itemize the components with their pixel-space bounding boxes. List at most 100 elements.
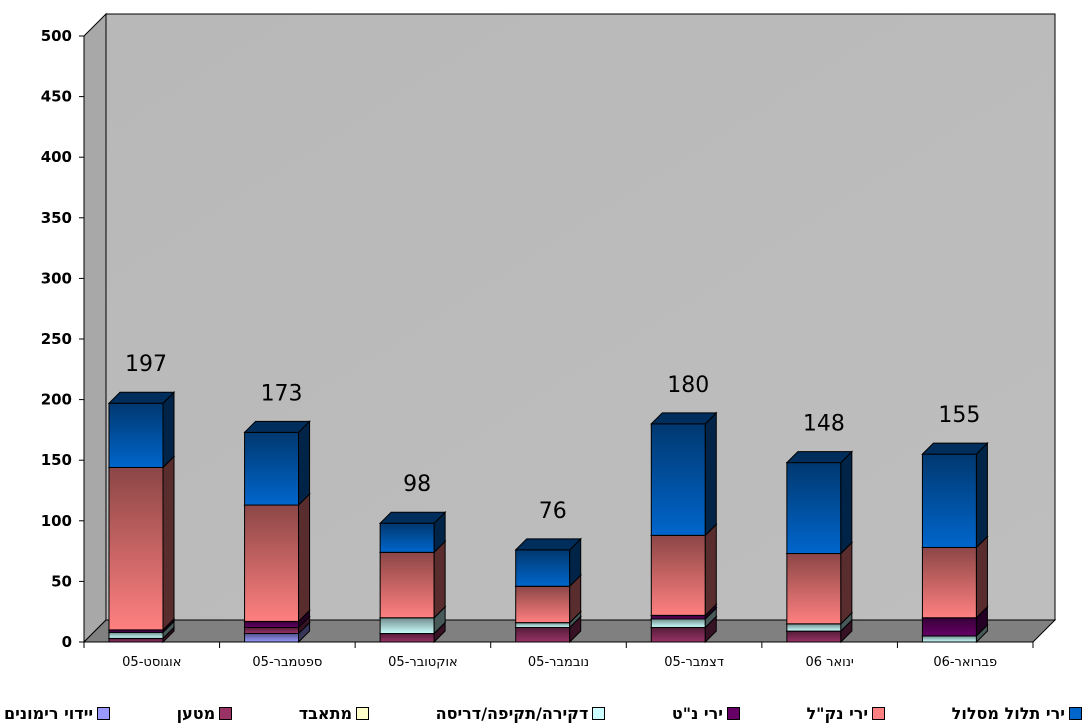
x-tick-label: ינואר 06 — [805, 655, 853, 670]
label-layer: 197 אוגוסט-05 173 ספטמבר-05 98 אוקטובר-05 76 נו… — [122, 352, 997, 670]
bar-segment-top — [514, 538, 582, 551]
side-wall — [83, 12, 107, 644]
bar-segment-front — [108, 637, 164, 643]
bar-segment-front — [786, 623, 842, 632]
legend-swatch — [872, 706, 886, 720]
bar-segment-front — [650, 618, 706, 628]
bar-segment-front — [379, 617, 435, 635]
y-tick-label: 400 — [41, 148, 72, 166]
bar-segment-side — [704, 411, 717, 537]
y-tick-label: 50 — [51, 572, 72, 590]
legend-item: ירי תלול מסלול — [952, 704, 1082, 723]
bar-segment-front — [515, 622, 571, 628]
axis-layer: 0 50 100 150 200 250 300 350 400 450 500 — [41, 27, 1034, 651]
bar-segment — [921, 441, 989, 549]
bar-segment-front — [108, 466, 164, 631]
x-tick-label: פברואר-06 — [933, 655, 997, 670]
bar-segment-front — [515, 585, 571, 624]
bar-segment-front — [108, 402, 164, 468]
x-tick-label: דצמבר-05 — [664, 655, 724, 670]
bar-total-label: 76 — [539, 499, 567, 524]
bar-segment-front — [379, 522, 435, 553]
bar-segment-side — [298, 492, 311, 623]
legend-item: דקירה/תקיפה/דריסה — [436, 704, 606, 723]
legend-item: ירי נ"ט — [672, 704, 740, 723]
bar-segment-side — [704, 523, 717, 617]
legend-label: מתאבד — [298, 703, 353, 723]
bar-segment-side — [433, 540, 446, 619]
bar-segment-front — [379, 633, 435, 643]
legend-swatch — [97, 706, 111, 720]
bar-segment-side — [975, 535, 988, 619]
x-tick-label: אוקטובר-05 — [388, 655, 458, 670]
bar-segment-side — [840, 450, 853, 555]
legend-label: דקירה/תקיפה/דריסה — [435, 703, 589, 723]
y-tick-label: 100 — [41, 512, 72, 530]
bar-segment — [243, 420, 311, 507]
bar-segment-front — [650, 614, 706, 620]
bar-total-label: 98 — [403, 472, 431, 497]
bar-segment-front — [921, 617, 977, 637]
legend-label: ירי נ"ט — [671, 703, 723, 723]
bar-segment-front — [921, 635, 977, 643]
bar-segment — [514, 537, 582, 588]
legend-swatch — [726, 706, 740, 720]
x-tick-label: אוגוסט-05 — [122, 655, 181, 670]
legend-swatch — [356, 706, 370, 720]
bar-total-label: 197 — [125, 352, 167, 377]
bar-total-label: 155 — [938, 403, 980, 428]
bar-segment-front — [108, 631, 164, 639]
y-tick-label: 0 — [62, 633, 72, 651]
bar-segment-front — [515, 626, 571, 643]
bar-segment-front — [244, 620, 300, 628]
bar-segment-front — [244, 431, 300, 506]
y-tick-label: 500 — [41, 27, 72, 45]
legend-label: מטען — [176, 703, 216, 723]
legend-item: ירי נק"ל — [806, 703, 886, 723]
bar-total-label: 148 — [803, 412, 845, 437]
y-tick-label: 200 — [41, 391, 72, 409]
bars-layer — [107, 391, 989, 644]
legend-swatch — [219, 706, 233, 720]
bar-segment-top — [107, 391, 176, 404]
bar-segment-top — [650, 412, 718, 425]
bar-segment — [650, 411, 718, 537]
bar-segment-front — [786, 630, 842, 643]
bar-segment-front — [650, 534, 706, 616]
bar-segment — [107, 455, 176, 632]
bar-segment — [785, 541, 854, 626]
legend-item: מטען — [177, 704, 233, 723]
bar-segment-top — [921, 442, 989, 455]
bar-segment-front — [515, 549, 571, 587]
bar-total-label: 180 — [667, 373, 709, 398]
bar-segment — [650, 523, 718, 617]
bar-segment-front — [244, 633, 300, 643]
bar-segment-side — [840, 541, 853, 626]
bar-segment-front — [786, 553, 842, 625]
bar-segment-top — [243, 420, 311, 433]
bar-segment-front — [379, 551, 435, 619]
bar-segment-front — [650, 626, 706, 643]
y-tick-label: 350 — [41, 209, 72, 227]
legend-label: ירי נק"ל — [806, 703, 869, 723]
bar-segment — [378, 511, 447, 554]
bar-segment-front — [244, 504, 300, 622]
legend-label: ירי תלול מסלול — [951, 703, 1065, 723]
bar-segment-side — [975, 441, 988, 549]
bar-segment-front — [650, 423, 706, 536]
stacked-bar-chart: 0 50 100 150 200 250 300 350 400 450 500 197 אוגוסט… — [41, 12, 1057, 670]
bar-segment — [243, 492, 311, 623]
y-tick-label: 300 — [41, 269, 72, 287]
legend: ירי תלול מסלול ירי נק"ל ירי נ"ט דקירה/תקיפה… — [0, 700, 1086, 726]
y-tick-label: 450 — [41, 88, 72, 106]
legend-swatch — [1068, 706, 1082, 720]
bar-segment — [107, 391, 176, 469]
bar-segment-side — [162, 391, 175, 469]
y-tick-label: 250 — [41, 330, 72, 348]
bar-segment — [785, 450, 854, 555]
legend-item: יידוי רימונים — [4, 703, 111, 723]
bar-total-label: 173 — [261, 381, 303, 406]
legend-item: מתאבד — [298, 703, 370, 723]
bar-segment-top — [378, 511, 447, 524]
legend-label: יידוי רימונים — [4, 703, 94, 723]
